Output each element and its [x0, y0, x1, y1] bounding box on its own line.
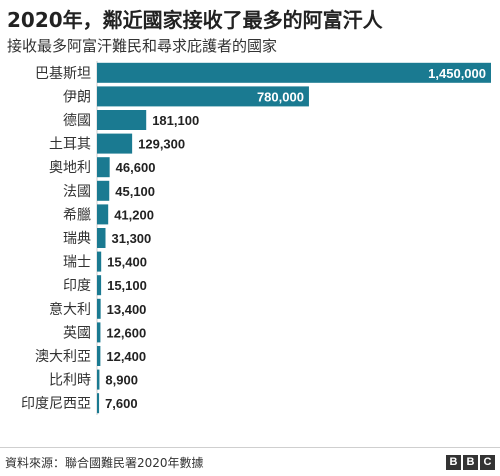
bar [97, 204, 109, 225]
category-label: 希臘 [63, 207, 91, 223]
bar [97, 393, 100, 414]
bar [97, 133, 133, 154]
category-label: 伊朗 [63, 89, 91, 105]
category-label: 印度尼西亞 [21, 396, 91, 412]
category-label: 意大利 [49, 301, 91, 318]
bar-chart: 巴基斯坦 1,450,000 伊朗 780,000 德國 181,100 土耳其 129,30… [21, 61, 491, 415]
bbc-logo: B B C [446, 455, 495, 470]
source-note: 資料來源：聯合國難民署2020年數據 [5, 456, 204, 470]
bar [97, 228, 106, 248]
value-label: 780,000 [257, 89, 304, 104]
bar [97, 180, 110, 201]
bar [97, 298, 101, 319]
value-label: 13,400 [107, 302, 147, 317]
category-label: 巴基斯坦 [35, 65, 91, 82]
category-label: 印度 [63, 278, 91, 294]
chart-title: 2020年，鄰近國家接收了最多的阿富汗人 [7, 8, 383, 32]
value-label: 46,600 [116, 160, 156, 175]
category-label: 法國 [63, 184, 91, 200]
category-label: 瑞典 [63, 231, 91, 247]
chart-subtitle: 接收最多阿富汗難民和尋求庇護者的國家 [7, 37, 278, 55]
category-label: 澳大利亞 [35, 349, 91, 365]
category-label: 比利時 [49, 373, 91, 389]
category-label: 土耳其 [49, 137, 91, 153]
bar [97, 251, 102, 272]
bbc-logo-letter: B [463, 455, 478, 470]
bar [97, 322, 101, 343]
value-label: 41,200 [114, 207, 154, 222]
bar [97, 86, 309, 107]
category-label: 德國 [63, 113, 91, 129]
bar [97, 62, 491, 83]
category-label: 英國 [63, 324, 91, 341]
value-label: 12,400 [106, 349, 146, 364]
bar [97, 346, 101, 366]
category-label: 奧地利 [49, 160, 91, 176]
footer-divider [0, 447, 500, 448]
value-label: 1,450,000 [428, 66, 486, 81]
value-label: 15,100 [107, 278, 147, 293]
value-label: 129,300 [138, 137, 185, 152]
value-label: 181,100 [152, 113, 199, 128]
value-label: 15,400 [107, 255, 147, 270]
value-label: 7,600 [105, 396, 138, 411]
bar [97, 110, 147, 130]
bar [97, 157, 110, 178]
bar [97, 275, 102, 296]
value-label: 8,900 [105, 373, 138, 388]
value-label: 12,600 [106, 325, 146, 340]
value-label: 31,300 [112, 231, 152, 246]
bar [97, 369, 100, 390]
bbc-logo-letter: B [446, 455, 461, 470]
category-label: 瑞士 [63, 255, 91, 271]
value-label: 45,100 [115, 184, 155, 199]
bbc-logo-letter: C [480, 455, 495, 470]
